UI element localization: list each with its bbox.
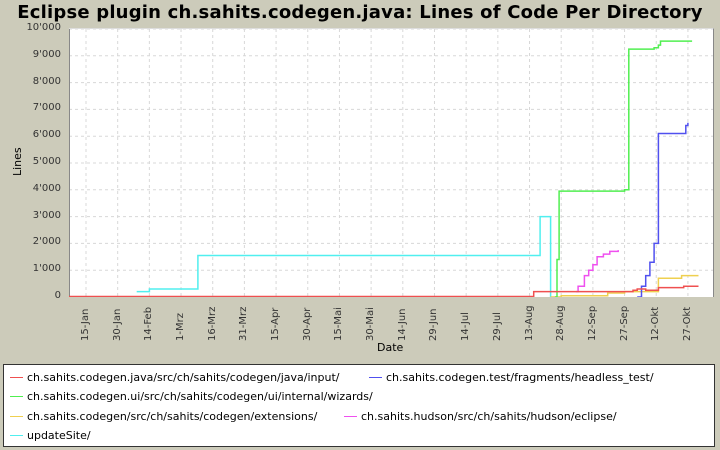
x-tick-label: 14-Jun — [396, 308, 408, 341]
y-tick-label: 3'000 — [32, 209, 61, 221]
x-tick-label: 1-Mrz — [175, 313, 187, 341]
y-tick-label: 2'000 — [32, 236, 61, 248]
legend-item-hudson-eclipse: ch.sahits.hudson/src/ch/sahits/hudson/ec… — [344, 408, 617, 424]
series-line — [576, 250, 619, 293]
y-tick-label: 6'000 — [32, 129, 61, 141]
x-tick-label: 13-Aug — [523, 305, 535, 341]
series-line — [136, 215, 552, 297]
y-tick-label: 5'000 — [32, 156, 61, 167]
legend-item-extensions: ch.sahits.codegen/src/ch/sahits/codegen/… — [10, 408, 317, 424]
x-tick-label: 15-Apr — [270, 307, 282, 341]
series-line — [69, 285, 699, 297]
legend-label: ch.sahits.codegen.test/fragments/headles… — [386, 370, 654, 384]
chart-canvas — [69, 29, 713, 297]
y-tick-label: 9'000 — [32, 48, 61, 60]
series-line — [554, 40, 693, 297]
legend-swatch — [369, 376, 382, 378]
legend-item-updatesite: updateSite/ — [10, 427, 91, 443]
series-lines — [69, 40, 699, 297]
x-tick-label: 29-Jun — [428, 308, 440, 341]
x-tick-label: 30-Mai — [365, 307, 377, 341]
legend-label: ch.sahits.codegen.java/src/ch/sahits/cod… — [27, 370, 340, 384]
y-tick-label: 0 — [54, 290, 61, 301]
legend-label: updateSite/ — [27, 428, 91, 442]
legend-swatch — [344, 415, 357, 417]
x-tick-label: 27-Sep — [618, 305, 630, 341]
x-tick-label: 15-Mai — [333, 307, 345, 341]
legend-swatch — [10, 434, 23, 436]
grid-lines — [69, 29, 713, 297]
x-tick-label: 30-Apr — [301, 307, 313, 341]
y-tick-label: 10'000 — [26, 22, 61, 33]
legend-swatch — [10, 376, 23, 378]
x-axis-label: Date — [377, 341, 404, 354]
x-tick-label: 30-Jan — [111, 308, 123, 341]
legend-item-ui-wizards: ch.sahits.codegen.ui/src/ch/sahits/codeg… — [10, 388, 373, 404]
legend-swatch — [10, 415, 23, 417]
series-line — [637, 122, 689, 297]
legend-label: ch.sahits.codegen/src/ch/sahits/codegen/… — [27, 409, 318, 423]
legend: ch.sahits.codegen.java/src/ch/sahits/cod… — [3, 364, 715, 447]
x-tick-label: 14-Jul — [460, 312, 472, 341]
x-tick-label: 16-Mrz — [206, 306, 218, 341]
legend-label: ch.sahits.hudson/src/ch/sahits/hudson/ec… — [361, 409, 617, 423]
y-tick-label: 4'000 — [32, 182, 61, 194]
x-tick-label: 12-Okt — [650, 306, 662, 341]
y-tick-label: 7'000 — [32, 102, 61, 114]
plot-area — [69, 28, 714, 297]
x-tick-label: 31-Mrz — [238, 306, 250, 341]
legend-label: ch.sahits.codegen.ui/src/ch/sahits/codeg… — [27, 389, 373, 403]
x-tick-label: 14-Feb — [143, 306, 155, 341]
legend-swatch — [10, 395, 23, 397]
legend-item-headless-test: ch.sahits.codegen.test/fragments/headles… — [369, 369, 654, 385]
chart-title: Eclipse plugin ch.sahits.codegen.java: L… — [17, 2, 703, 23]
legend-item-java-input: ch.sahits.codegen.java/src/ch/sahits/cod… — [10, 369, 340, 385]
x-tick-label: 29-Jul — [491, 312, 503, 341]
x-tick-label: 27-Okt — [681, 306, 693, 341]
x-tick-label: 12-Sep — [586, 305, 598, 341]
y-tick-label: 8'000 — [32, 75, 61, 87]
y-tick-label: 1'000 — [32, 263, 61, 275]
x-tick-label: 28-Aug — [555, 305, 567, 341]
x-tick-label: 15-Jan — [80, 308, 91, 341]
